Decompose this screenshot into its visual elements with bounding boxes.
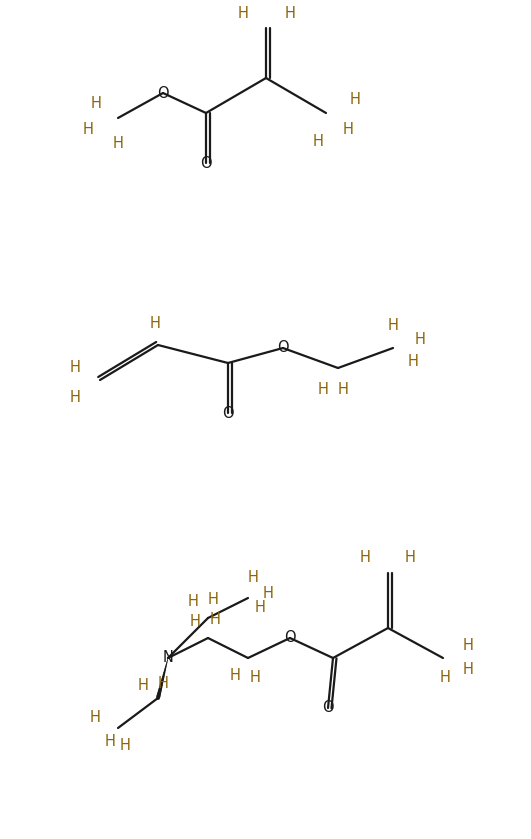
- Text: H: H: [349, 92, 361, 107]
- Text: H: H: [229, 668, 241, 682]
- Text: H: H: [262, 586, 273, 601]
- Text: H: H: [440, 670, 450, 685]
- Text: H: H: [237, 6, 249, 20]
- Text: H: H: [318, 383, 329, 398]
- Text: H: H: [208, 592, 218, 607]
- Text: H: H: [70, 390, 80, 405]
- Text: H: H: [113, 136, 123, 150]
- Text: H: H: [359, 550, 371, 565]
- Text: H: H: [138, 678, 149, 692]
- Text: H: H: [405, 550, 415, 565]
- Text: O: O: [284, 630, 296, 645]
- Text: H: H: [150, 315, 160, 331]
- Text: O: O: [222, 405, 234, 420]
- Text: H: H: [342, 122, 354, 138]
- Text: H: H: [210, 612, 220, 628]
- Text: H: H: [250, 670, 260, 685]
- Text: O: O: [157, 86, 169, 101]
- Text: O: O: [322, 701, 334, 716]
- Text: H: H: [187, 595, 199, 609]
- Text: H: H: [408, 355, 418, 369]
- Text: H: H: [91, 96, 101, 111]
- Text: H: H: [105, 734, 115, 749]
- Text: H: H: [285, 6, 295, 20]
- Text: N: N: [162, 650, 174, 665]
- Text: O: O: [200, 155, 212, 170]
- Text: O: O: [277, 341, 289, 356]
- Text: H: H: [463, 638, 474, 653]
- Text: H: H: [82, 122, 93, 138]
- Text: H: H: [388, 319, 398, 333]
- Text: H: H: [119, 737, 131, 753]
- Text: H: H: [158, 675, 168, 690]
- Text: H: H: [415, 332, 425, 347]
- Text: H: H: [70, 361, 80, 376]
- Text: H: H: [90, 711, 100, 726]
- Text: H: H: [463, 663, 474, 678]
- Text: H: H: [338, 383, 348, 398]
- Text: H: H: [190, 614, 200, 629]
- Text: H: H: [313, 134, 323, 149]
- Text: H: H: [254, 601, 266, 616]
- Text: H: H: [247, 571, 259, 586]
